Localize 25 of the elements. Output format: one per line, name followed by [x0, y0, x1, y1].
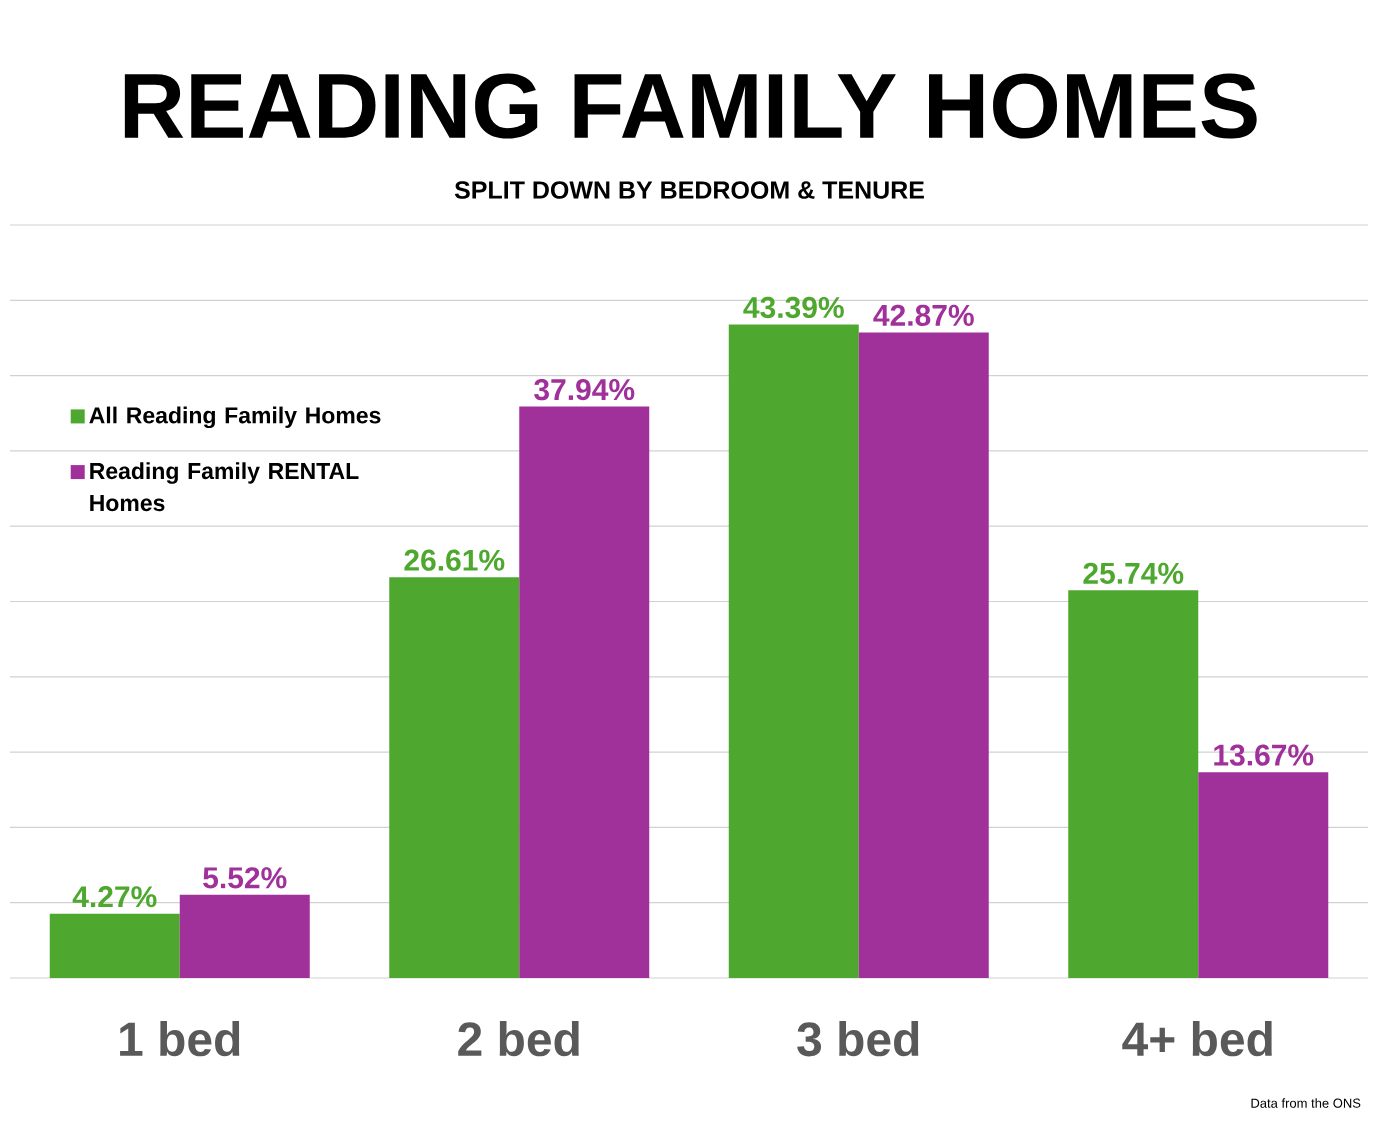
data-label: 4.27%: [72, 886, 157, 908]
x-tick-label: 2 bed: [458, 1021, 579, 1057]
bar: [858, 332, 989, 978]
legend-label: Reading Family RENTAL Homes: [90, 462, 359, 512]
bar: [519, 406, 650, 978]
bar: [728, 324, 859, 978]
data-label: 37.94%: [534, 378, 635, 401]
text: Data from the ONS: [1251, 1098, 1361, 1108]
data-label: 13.67%: [1214, 744, 1314, 766]
bar: [1198, 772, 1329, 978]
chart-subtitle: SPLIT DOWN BY BEDROOM & TENURE: [454, 181, 924, 199]
data-label: 42.87%: [873, 304, 974, 326]
bar: [389, 577, 520, 978]
data-label: 25.74%: [1083, 562, 1184, 584]
x-tick-label: 1 bed: [120, 1021, 240, 1057]
bar: [49, 913, 180, 978]
x-tick-label: 3 bed: [797, 1021, 919, 1057]
legend-label: All Reading Family Homes: [89, 406, 381, 429]
data-label: 43.39%: [743, 296, 844, 319]
bar: [179, 894, 310, 978]
data-label: 26.61%: [404, 549, 505, 571]
data-label: 5.52%: [203, 867, 287, 889]
chart-title: READING FAMILY HOMES: [124, 73, 1257, 139]
bar: [1068, 590, 1199, 978]
x-tick-label: 4+ bed: [1122, 1021, 1272, 1057]
